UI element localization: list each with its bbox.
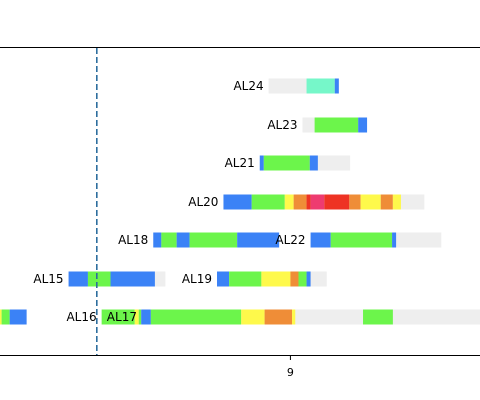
lane-al24: AL24	[233, 78, 339, 94]
segment-green	[150, 309, 242, 325]
segment-pink	[310, 194, 325, 210]
segment-yellow	[261, 271, 291, 287]
lane-label: AL20	[188, 195, 218, 209]
segment-blue	[153, 232, 162, 248]
segment-blue	[310, 232, 331, 248]
segment-red	[306, 194, 311, 210]
lane-al21: AL21	[225, 155, 351, 171]
segment-green	[363, 309, 393, 325]
lane-al19: AL19	[182, 271, 327, 287]
segment-teal	[306, 78, 335, 94]
segment-yellow	[241, 309, 265, 325]
lane-label: AL21	[225, 156, 255, 170]
segment-yellow	[0, 309, 2, 325]
segment-yellow	[134, 309, 139, 325]
lane-label: AL17	[107, 310, 137, 324]
lane-label: AL16	[66, 310, 96, 324]
lane-al17: AL17	[107, 309, 480, 325]
segment-green	[189, 232, 238, 248]
segment-yellow	[284, 194, 294, 210]
segment-green	[263, 155, 310, 171]
segment-red	[324, 194, 350, 210]
x-tick-label: 9	[287, 366, 294, 379]
segment-orange	[293, 194, 307, 210]
lane-label: AL24	[233, 79, 263, 93]
segment-green	[314, 117, 359, 133]
segment-blue	[68, 271, 88, 287]
segment-yellow	[392, 194, 401, 210]
lane-al15: AL15	[33, 271, 166, 287]
segment-orange	[349, 194, 361, 210]
segment-green	[161, 232, 177, 248]
segment-blue	[9, 309, 27, 325]
segment-blue	[259, 155, 264, 171]
lane-partial-9	[0, 309, 27, 325]
segment-blue	[237, 232, 280, 248]
lane-label: AL15	[33, 272, 63, 286]
segment-orange	[264, 309, 293, 325]
segment-blue	[306, 271, 311, 287]
segment-green	[87, 271, 111, 287]
x-axis-ticks: 9	[287, 355, 294, 379]
lane-al20: AL20	[188, 194, 425, 210]
segment-yellow	[292, 309, 296, 325]
segment-yellow	[360, 194, 381, 210]
segment-green	[138, 309, 142, 325]
segment-green	[1, 309, 10, 325]
segment-blue	[223, 194, 252, 210]
segment-blue	[358, 117, 368, 133]
segment-blue	[334, 78, 339, 94]
lanes-layer: AL24 AL23 AL21 AL20 AL18 AL22 AL15 AL19 AL16 AL17	[0, 78, 480, 325]
segment-blue	[176, 232, 190, 248]
lane-label: AL19	[182, 272, 212, 286]
segment-orange	[380, 194, 393, 210]
segment-orange	[290, 271, 299, 287]
segment-blue	[110, 271, 155, 287]
segment-blue	[141, 309, 151, 325]
lane-label: AL18	[118, 233, 148, 247]
lane-al22: AL22	[275, 232, 442, 248]
lane-al18: AL18	[118, 232, 280, 248]
segment-green	[298, 271, 307, 287]
segment-blue	[392, 232, 397, 248]
segment-green	[101, 309, 135, 325]
segment-blue	[217, 271, 230, 287]
lane-label: AL22	[275, 233, 305, 247]
segment-green	[330, 232, 393, 248]
segment-green	[229, 271, 262, 287]
segment-green	[251, 194, 285, 210]
lane-label: AL23	[267, 118, 297, 132]
lane-al23: AL23	[267, 117, 368, 133]
segment-blue	[309, 155, 318, 171]
